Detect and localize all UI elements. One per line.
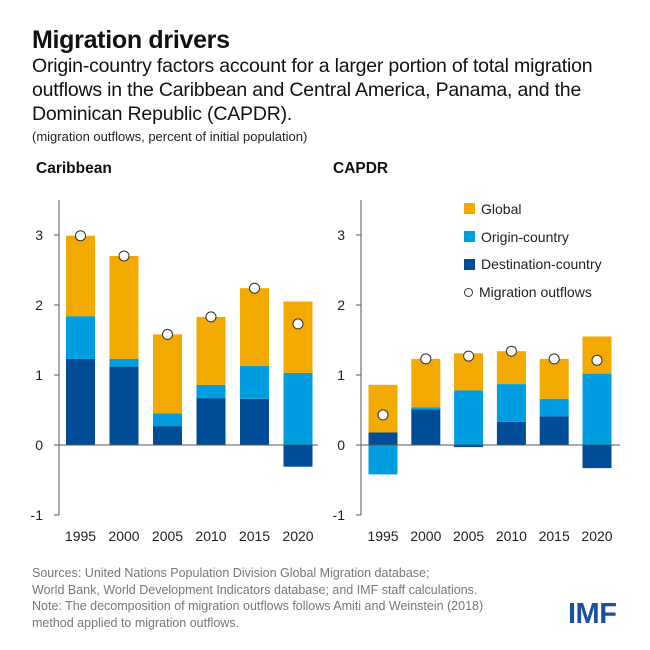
outflow-marker-2020 [292,318,304,330]
x-tick-label: 2020 [581,528,612,544]
y-tick-label: 3 [35,227,43,243]
bar-destination-country-2005 [153,426,182,445]
bar-destination-country-2010 [196,398,226,445]
legend-swatch-destination [464,258,475,270]
bar-destination-country-2000 [411,409,441,445]
legend-item-destination: Destination-country [464,251,602,279]
bar-destination-country-2015 [539,416,569,445]
bar-origin-country-2010 [196,384,226,399]
bar-global-2000 [109,256,139,359]
imf-logo: IMF [568,598,617,630]
bar-global-2000 [411,358,441,408]
legend-label: Migration outflows [479,284,592,301]
bar-origin-country-2015 [240,365,269,399]
x-tick-label: 2015 [539,528,570,544]
legend-item-global: Global [464,195,602,223]
bar-global-2010 [196,316,226,385]
y-tick-label: 2 [35,297,43,313]
units-note: (migration outflows, percent of initial … [32,129,308,144]
x-tick-label: 2015 [239,528,270,544]
y-tick-label: 1 [337,367,345,383]
bar-origin-country-2020 [283,372,313,445]
outflow-marker-2000 [118,250,130,262]
x-tick-label: 1995 [367,528,398,544]
note-line: Note: The decomposition of migration out… [32,599,484,613]
bar-destination-country-2000 [109,366,139,445]
bar-origin-country-2010 [496,384,526,422]
bar-global-2015 [539,358,569,399]
outflow-marker-2015 [548,353,560,365]
bar-destination-country-2010 [496,421,526,445]
bar-origin-country-1995 [66,316,95,359]
x-tick-label: 2010 [195,528,226,544]
y-tick-label: 0 [35,437,43,453]
bar-origin-country-2000 [411,407,441,410]
bar-global-1995 [368,384,398,433]
x-tick-label: 2005 [152,528,183,544]
legend-label: Global [481,200,522,217]
bar-origin-country-2015 [539,398,569,417]
bar-global-2020 [283,301,313,373]
bar-destination-country-1995 [368,432,398,445]
outflow-marker-2015 [249,282,260,294]
legend-marker-outflows [464,287,473,297]
bar-global-2005 [153,334,182,414]
y-tick-label: 2 [337,297,345,313]
outflow-marker-2005 [162,328,173,340]
panel-title-caribbean: Caribbean [36,160,112,177]
x-tick-label: 2000 [108,528,139,544]
outflow-marker-1995 [377,409,389,421]
x-tick-label: 2005 [453,528,484,544]
footer-notes: Sources: United Nations Population Divis… [32,565,562,631]
bar-destination-country-1995 [66,358,95,445]
note-line: method applied to migration outflows. [32,615,240,630]
y-tick-label: -1 [31,507,44,523]
legend-item-origin: Origin-country [464,223,602,251]
bar-origin-country-2020 [582,373,612,445]
legend-label: Destination-country [481,256,602,273]
outflow-marker-2000 [420,353,432,365]
chart-title: Migration drivers [32,26,230,54]
outflow-marker-2010 [205,311,217,323]
chart-subtitle: Origin-country factors account for a lar… [32,55,593,125]
bar-global-1995 [66,235,95,317]
legend-label: Origin-country [481,228,569,245]
legend: Global Origin-country Destination-countr… [464,195,602,306]
panel-title-capdr: CAPDR [333,160,389,177]
legend-swatch-origin [464,231,475,243]
bar-origin-country-2005 [153,413,182,427]
x-tick-label: 2000 [410,528,441,544]
bar-destination-country-2005 [454,445,484,448]
y-tick-label: -1 [333,507,346,523]
legend-swatch-global [464,203,475,215]
bar-origin-country-2005 [454,390,484,445]
outflow-marker-2020 [591,354,603,366]
outflow-marker-2010 [505,345,517,357]
bar-origin-country-1995 [368,445,398,475]
bar-destination-country-2020 [582,445,612,469]
bar-origin-country-2000 [109,358,139,367]
x-tick-label: 1995 [65,528,96,544]
y-tick-label: 1 [35,367,43,383]
y-tick-label: 3 [337,227,345,243]
bar-global-2015 [240,288,269,366]
sources-line: World Bank, World Development Indicators… [32,582,478,597]
legend-item-outflows: Migration outflows [464,278,602,306]
sources-line: Sources: United Nations Population Divis… [32,566,430,580]
x-tick-label: 2020 [282,528,313,544]
x-tick-label: 2010 [496,528,527,544]
outflow-marker-1995 [75,230,86,242]
y-tick-label: 0 [337,437,345,453]
outflow-marker-2005 [463,350,475,362]
bar-destination-country-2020 [283,445,313,467]
bar-destination-country-2015 [240,398,269,445]
